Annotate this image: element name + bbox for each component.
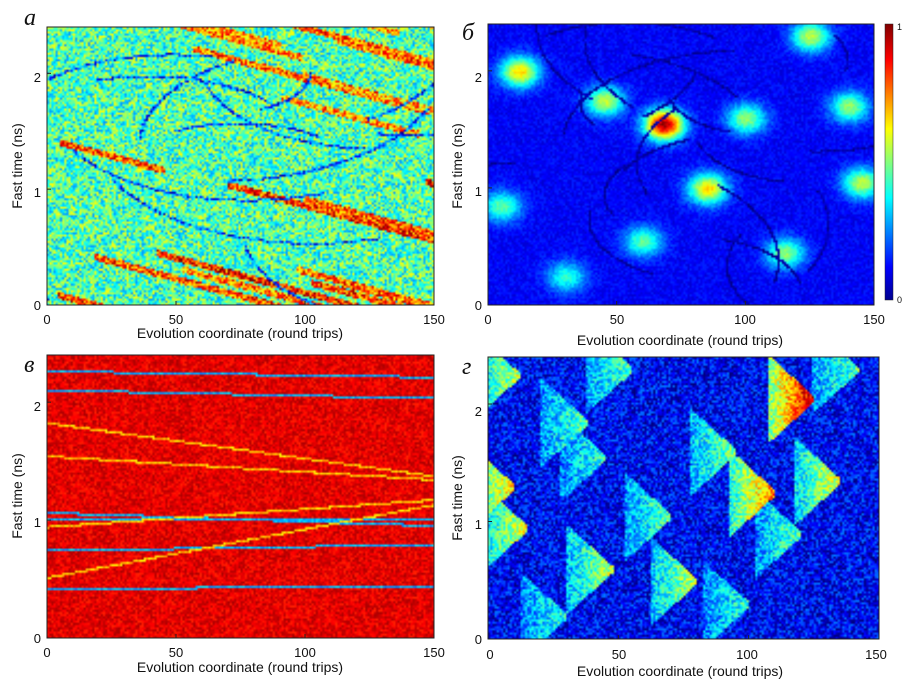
x-axis-label-c: Evolution coordinate (round trips) xyxy=(137,659,343,675)
x-tick-label-b-3: 150 xyxy=(863,312,885,327)
panel-letter-d: г xyxy=(462,354,471,380)
x-tick-label-d-2: 100 xyxy=(736,647,758,662)
y-tick-label-c-1: 1 xyxy=(34,515,41,530)
y-tick-label-d-2: 2 xyxy=(475,404,482,419)
x-tick-label-a-2: 100 xyxy=(294,312,316,327)
tick-marks-c xyxy=(46,401,435,639)
x-axis-label-a: Evolution coordinate (round trips) xyxy=(137,325,343,341)
x-tick-label-c-0: 0 xyxy=(43,645,50,660)
plot-frame-d xyxy=(487,356,880,640)
y-tick-label-a-0: 0 xyxy=(34,298,41,313)
x-axis-label-b: Evolution coordinate (round trips) xyxy=(577,332,783,348)
x-tick-label-d-3: 150 xyxy=(865,647,887,662)
y-tick-label-d-0: 0 xyxy=(475,632,482,647)
x-tick-label-c-2: 100 xyxy=(294,645,316,660)
colorbar-label-max: 1 xyxy=(897,22,902,32)
y-axis-label-a: Fast time (ns) xyxy=(9,123,25,209)
panel-a: a 0 50 100 150 0 1 2 Evolution coordinat… xyxy=(9,5,445,341)
x-tick-label-b-2: 100 xyxy=(734,312,756,327)
plot-frame-c xyxy=(46,354,435,639)
panel-d: г 0 50 100 150 0 1 2 Evolution coordinat… xyxy=(449,354,887,679)
x-tick-label-d-1: 50 xyxy=(612,647,626,662)
y-tick-label-a-2: 2 xyxy=(34,70,41,85)
colorbar xyxy=(884,23,894,301)
x-tick-label-d-0: 0 xyxy=(486,647,493,662)
x-tick-label-c-3: 150 xyxy=(423,645,445,660)
heatmap-image-b xyxy=(488,24,874,305)
panel-letter-b: б xyxy=(462,20,475,46)
y-tick-label-c-2: 2 xyxy=(34,399,41,414)
panel-c: в 0 50 100 150 0 1 2 Evolution coordinat… xyxy=(9,352,445,675)
y-axis-label-c: Fast time (ns) xyxy=(9,453,25,539)
y-tick-label-b-1: 1 xyxy=(475,184,482,199)
x-axis-label-d: Evolution coordinate (round trips) xyxy=(577,663,783,679)
y-axis-label-b: Fast time (ns) xyxy=(449,123,465,209)
y-tick-label-a-1: 1 xyxy=(34,185,41,200)
panel-b: б 0 50 100 150 0 1 2 Evolution coordinat… xyxy=(449,20,902,348)
x-tick-label-b-1: 50 xyxy=(610,312,624,327)
colorbar-label-min: 0 xyxy=(897,295,902,305)
y-axis-label-d: Fast time (ns) xyxy=(449,455,465,541)
tick-marks-a xyxy=(46,72,435,306)
y-tick-label-b-0: 0 xyxy=(475,298,482,313)
heatmap-image-d xyxy=(488,357,879,639)
panel-letter-a: a xyxy=(24,5,36,31)
x-tick-label-a-0: 0 xyxy=(43,312,50,327)
x-tick-label-b-0: 0 xyxy=(484,312,491,327)
plot-frame-b xyxy=(487,23,875,306)
tick-marks-d xyxy=(487,403,880,640)
panel-letter-c: в xyxy=(24,352,34,378)
y-tick-label-c-0: 0 xyxy=(34,631,41,646)
heatmap-image-a xyxy=(47,27,434,305)
heatmap-image-c xyxy=(47,355,434,638)
y-tick-label-d-1: 1 xyxy=(475,517,482,532)
x-tick-label-a-3: 150 xyxy=(423,312,445,327)
plot-frame-a xyxy=(46,26,435,306)
x-tick-label-a-1: 50 xyxy=(169,312,183,327)
y-tick-label-b-2: 2 xyxy=(475,70,482,85)
tick-marks-b xyxy=(487,70,875,306)
x-tick-label-c-1: 50 xyxy=(169,645,183,660)
